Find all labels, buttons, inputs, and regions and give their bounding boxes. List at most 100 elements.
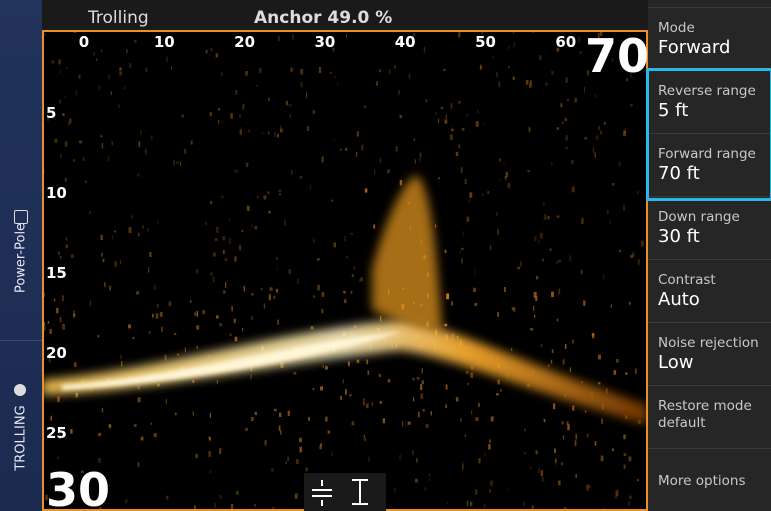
sonar-speck [310,184,312,190]
menu-item[interactable]: Down range 30 ft [648,196,771,259]
sonar-speck [287,456,290,462]
sidebar-item[interactable]: Power-Pole [13,222,29,294]
sonar-speck [561,421,564,425]
sonar-speck [312,387,315,391]
sonar-speck [412,377,415,381]
sonar-speck [562,359,565,365]
sonar-speck [268,97,270,102]
menu-item[interactable]: Noise rejection Low [648,322,771,385]
sonar-speck [387,379,391,383]
sonar-speck [373,169,376,175]
sonar-speck [48,357,51,363]
sonar-speck [629,495,632,499]
sonar-speck [440,107,444,110]
sonar-speck [581,218,584,224]
sonar-speck [569,367,571,373]
zoom-icon[interactable] [312,480,332,506]
sonar-speck [210,272,213,276]
menu-item[interactable]: Forward range 70 ft [648,133,771,196]
menu-item[interactable]: Contrast Auto [648,259,771,322]
sidebar-item[interactable]: TROLLING [13,405,29,471]
bottom-highlight [62,332,402,390]
sonar-speck [556,261,558,264]
sonar-speck [280,128,283,133]
sonar-speck [98,457,101,463]
sonar-speck [378,373,381,377]
sonar-speck [220,71,223,77]
sonar-speck [245,427,248,431]
sonar-speck [107,155,110,162]
sonar-speck [414,159,416,164]
sonar-speck [119,71,122,76]
sonar-speck [243,285,246,292]
sonar-speck [577,36,581,43]
sonar-speck [446,293,450,300]
sonar-speck [572,339,574,344]
sonar-speck [128,324,132,329]
selection-box [646,68,771,201]
sonar-speck [310,326,314,330]
range-icon[interactable] [352,479,368,505]
sonar-speck [444,249,447,254]
sonar-speck [235,89,238,95]
sonar-speck [64,95,66,98]
sonar-speck [399,115,402,118]
sonar-speck [541,476,544,483]
sonar-speck [421,380,424,385]
sonar-speck [533,236,537,242]
sonar-speck [612,448,614,452]
sonar-speck [273,408,277,412]
sonar-speck [379,69,381,73]
sonar-speck [567,98,569,102]
sonar-speck [611,58,614,62]
sonar-speck [65,66,68,70]
sonar-speck [93,52,95,57]
depth-scale-label: 25 [46,424,67,442]
sonar-speck [275,257,278,260]
sonar-speck [394,64,396,70]
divider [0,340,42,341]
sonar-speck [236,169,239,173]
sonar-speck [250,374,252,380]
sonar-speck [100,48,103,53]
sonar-speck [540,470,544,477]
sonar-speck [419,156,421,162]
sonar-speck [458,144,461,148]
sonar-speck [78,74,81,80]
sonar-speck [219,494,222,499]
sonar-speck [540,344,542,347]
sonar-speck [268,210,271,214]
sonar-speck [166,56,168,63]
menu-item[interactable]: More options [648,448,771,511]
sonar-speck [356,131,360,137]
sidebar: Power-Pole TROLLING [0,0,43,511]
sonar-speck [497,379,500,385]
sonar-speck [291,68,294,72]
sonar-speck [173,160,176,166]
sonar-speck [551,161,553,165]
sonar-speck [242,327,244,332]
sonar-speck [98,432,102,437]
trolling-icon [14,384,26,396]
sonar-speck [179,161,181,167]
menu-label: Noise rejection [658,335,759,351]
sonar-speck [291,34,294,41]
menu-item[interactable]: Reverse range 5 ft [648,70,771,133]
menu-item[interactable]: Mode Forward [648,7,771,70]
sonar-speck [619,54,621,58]
sonar-speck [277,319,280,325]
sonar-speck [416,458,418,463]
sonar-speck [73,309,75,316]
menu-item[interactable]: Restore mode default [648,385,771,448]
sonar-speck [230,504,234,510]
sonar-speck [624,128,626,133]
sonar-speck [360,277,363,282]
zoom-controls[interactable] [304,473,386,511]
sonar-speck [551,291,554,298]
sonar-speck [312,238,315,244]
sonar-speck [422,408,425,412]
sonar-speck [458,100,461,104]
sonar-speck [600,455,604,462]
sonar-speck [513,306,516,313]
sonar-speck [437,118,440,123]
